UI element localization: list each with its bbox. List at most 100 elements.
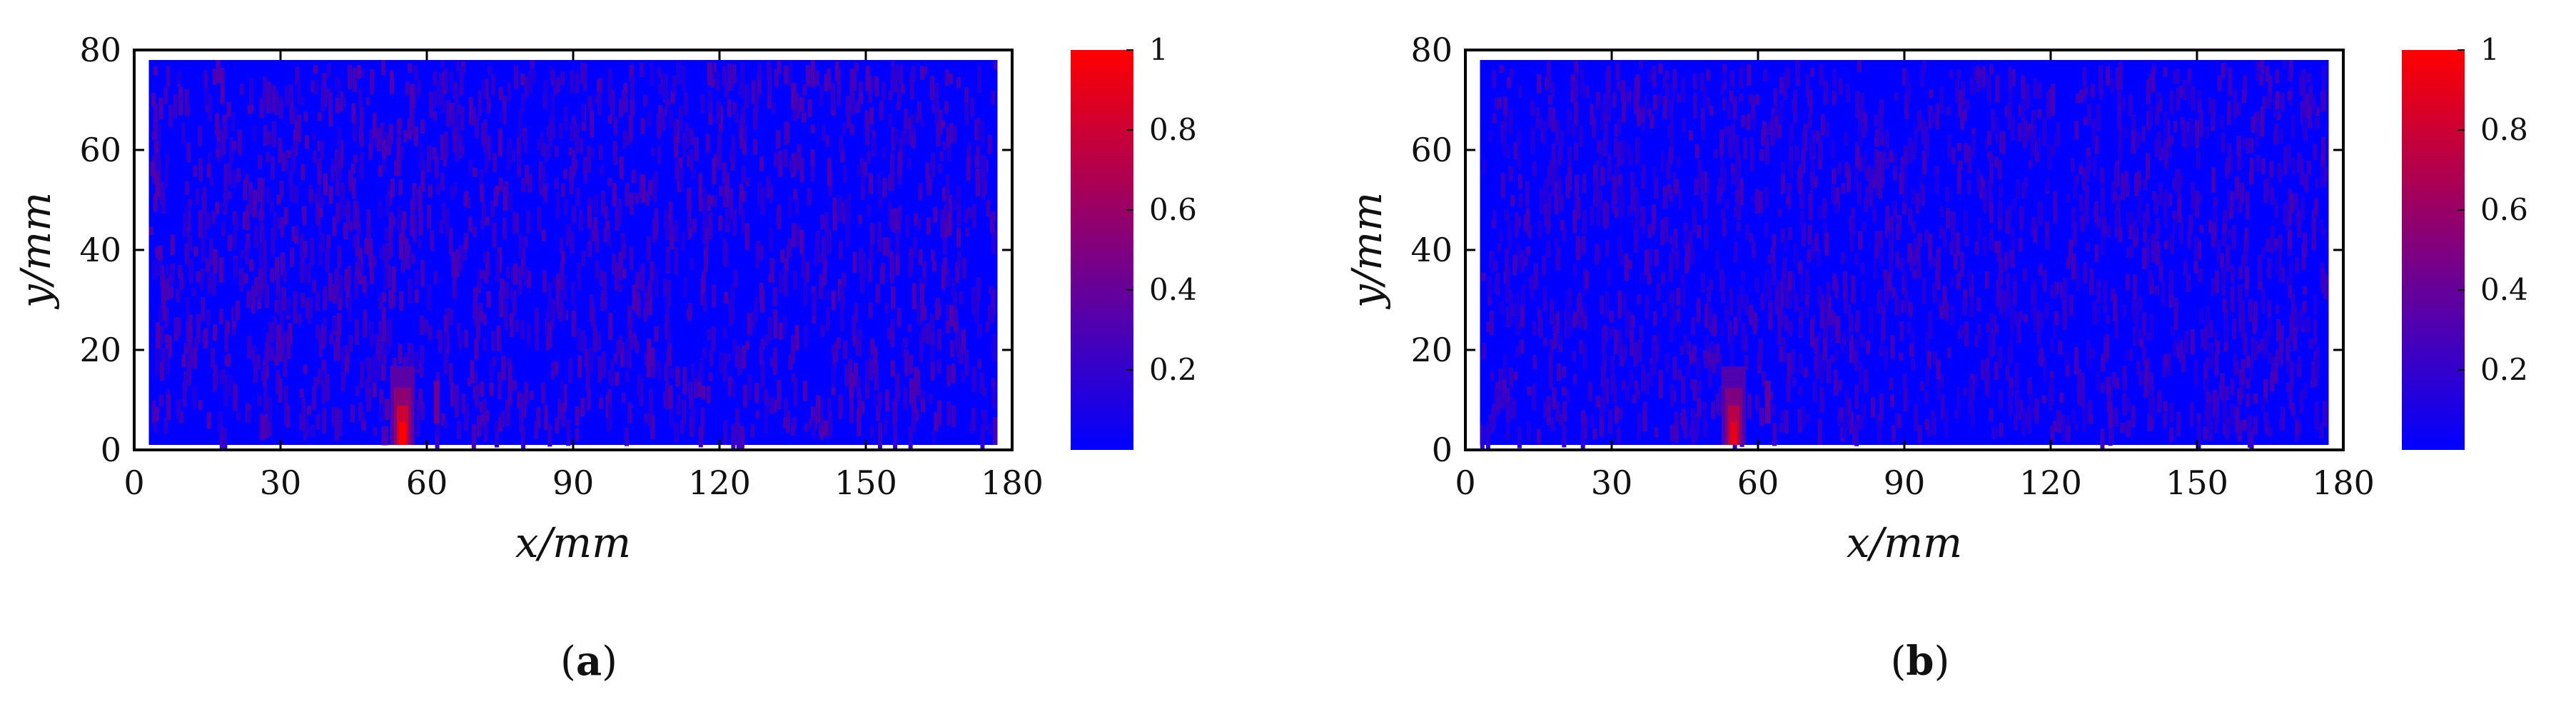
heatmap-cell bbox=[360, 131, 364, 147]
heatmap-cell bbox=[434, 155, 439, 178]
heatmap-cell bbox=[882, 178, 887, 198]
heatmap-cell bbox=[1935, 166, 1939, 175]
heatmap-cell bbox=[1668, 254, 1673, 282]
heatmap-cell bbox=[864, 111, 869, 130]
heatmap-cell bbox=[622, 269, 627, 279]
heatmap-cell bbox=[1961, 81, 1966, 106]
heatmap-cell bbox=[1832, 312, 1836, 337]
heatmap-cell bbox=[348, 221, 353, 231]
heatmap-cell bbox=[1647, 108, 1652, 117]
heatmap-cell bbox=[399, 146, 404, 161]
heatmap-cell bbox=[498, 416, 503, 432]
heatmap-cell bbox=[777, 381, 782, 410]
heatmap-cell bbox=[1516, 216, 1521, 227]
heatmap-cell bbox=[1629, 369, 1634, 387]
heatmap-cell bbox=[362, 275, 367, 293]
heatmap-cell bbox=[433, 111, 438, 121]
heatmap-cell bbox=[236, 300, 241, 321]
heatmap-cell bbox=[369, 321, 374, 347]
heatmap-cell bbox=[451, 252, 456, 277]
heatmap-cell bbox=[2167, 352, 2172, 376]
x-tick-label: 0 bbox=[1455, 463, 1475, 502]
heatmap-field bbox=[1480, 60, 2329, 450]
heatmap-cell bbox=[859, 158, 864, 174]
heatmap-cell bbox=[2119, 98, 2124, 108]
heatmap-cell bbox=[2014, 363, 2019, 388]
heatmap-cell bbox=[538, 161, 543, 186]
heatmap-cell bbox=[911, 283, 916, 309]
heatmap-cell bbox=[2131, 130, 2136, 154]
heatmap-cell bbox=[792, 106, 797, 121]
heatmap-cell bbox=[722, 162, 727, 184]
heatmap-cell bbox=[189, 353, 194, 364]
heatmap-cell bbox=[1706, 97, 1711, 109]
heatmap-cell bbox=[2299, 391, 2304, 414]
heatmap-cell bbox=[1819, 303, 1824, 329]
heatmap-cell bbox=[2290, 403, 2295, 416]
heatmap-cell bbox=[404, 250, 409, 268]
heatmap-cell bbox=[803, 381, 807, 401]
heatmap-cell bbox=[1536, 428, 1541, 444]
heatmap-cell bbox=[490, 200, 495, 217]
heatmap-cell bbox=[1897, 299, 1902, 317]
heatmap-cell bbox=[2011, 199, 2016, 211]
heatmap-cell bbox=[444, 68, 449, 89]
heatmap-cell bbox=[2142, 247, 2147, 270]
heatmap-cell bbox=[1977, 324, 1982, 339]
heatmap-cell bbox=[1551, 169, 1556, 196]
heatmap-cell bbox=[2092, 301, 2096, 325]
heatmap-cell bbox=[279, 314, 284, 337]
heatmap-cell bbox=[966, 145, 971, 166]
heatmap-cell bbox=[1777, 301, 1782, 327]
heatmap-cell bbox=[1911, 221, 1916, 234]
heatmap-cell bbox=[2037, 109, 2042, 118]
heatmap-cell bbox=[1907, 243, 1912, 262]
heatmap-cell bbox=[1879, 231, 1884, 248]
heatmap-cell bbox=[767, 316, 772, 341]
heatmap-cell bbox=[1788, 292, 1793, 309]
heatmap-cell bbox=[983, 410, 988, 431]
heatmap-cell bbox=[574, 139, 579, 154]
heatmap-cell bbox=[379, 403, 384, 422]
heatmap-cell bbox=[1718, 177, 1723, 188]
heatmap-cell bbox=[1654, 249, 1659, 266]
heatmap-cell bbox=[1741, 322, 1746, 351]
heatmap-cell bbox=[802, 84, 807, 96]
heatmap-cell bbox=[868, 302, 873, 318]
heatmap-cell bbox=[2098, 65, 2103, 93]
heatmap-cell bbox=[2260, 106, 2265, 126]
heatmap-cell bbox=[2297, 153, 2302, 174]
heatmap-cell bbox=[1851, 218, 1856, 233]
heatmap-cell bbox=[1862, 222, 1867, 231]
heatmap-cell bbox=[471, 424, 476, 449]
heatmap-cell bbox=[947, 139, 952, 162]
heatmap-cell bbox=[504, 181, 509, 196]
heatmap-cell bbox=[1530, 274, 1535, 299]
heatmap-cell bbox=[300, 164, 305, 180]
heatmap-cell bbox=[502, 218, 507, 240]
heatmap-cell bbox=[2291, 157, 2296, 176]
heatmap-cell bbox=[388, 211, 393, 236]
heatmap-cell bbox=[914, 213, 919, 226]
heatmap-cell bbox=[294, 236, 298, 244]
heatmap-cell bbox=[159, 394, 164, 407]
heatmap-cell bbox=[405, 353, 410, 376]
heatmap-cell bbox=[825, 307, 830, 331]
heatmap-cell bbox=[993, 61, 998, 70]
heatmap-cell bbox=[314, 79, 319, 95]
heatmap-cell bbox=[2177, 198, 2182, 223]
heatmap-cell bbox=[964, 209, 969, 224]
heatmap-cell bbox=[1562, 366, 1567, 378]
heatmap-cell bbox=[1858, 111, 1863, 133]
heatmap-cell bbox=[1759, 149, 1764, 161]
heatmap-cell bbox=[162, 284, 167, 301]
heatmap-cell bbox=[697, 381, 702, 397]
heatmap-cell bbox=[1854, 253, 1859, 265]
heatmap-cell bbox=[2072, 222, 2077, 246]
heatmap-cell bbox=[700, 408, 705, 436]
heatmap-cell bbox=[1884, 130, 1889, 150]
heatmap-cell bbox=[293, 299, 298, 324]
heatmap-cell bbox=[368, 238, 373, 259]
heatmap-cell bbox=[310, 238, 315, 265]
heatmap-cell bbox=[363, 309, 368, 338]
